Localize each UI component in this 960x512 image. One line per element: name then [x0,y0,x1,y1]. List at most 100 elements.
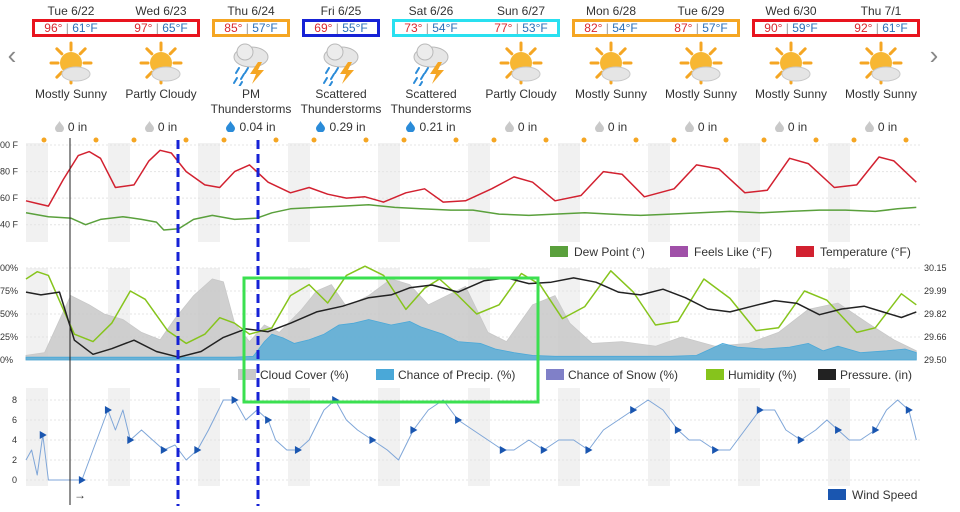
wind-direction-marker [712,446,720,454]
wind-direction-marker [756,406,764,414]
y-tick-label: 0 [12,475,17,485]
temperature-line [25,149,917,207]
day-date: Tue 6/22 [47,4,95,18]
sunrise-marker [131,137,137,143]
day-forecast[interactable]: Thu 6/24 85° | 57°F PM Thunderstorms 0.04 in [206,0,296,146]
raindrop-icon [144,121,154,132]
precip-amount: 0 in [697,120,718,134]
day-forecast[interactable]: Sun 6/27 77° | 53°F Partly Cloudy 0 in [476,0,566,146]
night-band [26,388,48,486]
wind-direction-marker [499,446,507,454]
day-precip: 0 in [116,120,206,134]
day-date: Wed 6/30 [765,4,817,18]
wind-direction-marker [585,446,593,454]
day-temperatures: 87° | 57°F [674,21,728,35]
thunderstorm-icon [233,43,269,86]
night-band [738,388,760,486]
sunrise-marker [311,137,317,143]
day-condition: Mostly Sunny [26,87,116,102]
day-date: Sun 6/27 [496,4,546,18]
day-precip: 0 in [656,120,746,134]
thunderstorm-icon [323,43,359,86]
day-temperatures: 96° | 61°F [44,21,98,35]
wind-direction-marker [265,416,273,424]
high-temp: 90° [764,21,783,35]
wind-direction-marker [630,406,638,414]
day-temperatures: 92° | 61°F [854,21,908,35]
day-date: Thu 6/24 [227,4,275,18]
sunset-marker [93,137,99,143]
precip-amount: 0 in [787,120,808,134]
wind-direction-marker [294,446,302,454]
high-temp: 96° [44,21,63,35]
day-forecast[interactable]: Wed 6/23 97° | 65°F Partly Cloudy 0 in [116,0,206,146]
sunset-marker [183,137,189,143]
sun-icon [499,41,543,85]
sun-icon [589,41,633,85]
legend-label: Dew Point (°) [574,245,645,259]
sunset-marker [273,137,279,143]
wind-direction-marker [231,396,239,404]
day-forecast[interactable]: Fri 6/25 69° | 55°F Scattered Thunderstorms… [296,0,386,146]
wind-direction-marker [835,426,843,434]
legend-label: Cloud Cover (%) [260,368,349,382]
raindrop-icon [504,121,514,132]
day-precip: 0.21 in [386,120,476,134]
day-date: Mon 6/28 [585,4,637,18]
day-forecast[interactable]: Sat 6/26 73° | 54°F Scattered Thunderstorms… [386,0,476,146]
prev-arrow-icon[interactable]: ‹ [7,40,17,70]
precip-amount: 0 in [607,120,628,134]
day-forecast[interactable]: Wed 6/30 90° | 59°F Mostly Sunny 0 in [746,0,836,146]
day-forecast[interactable]: Tue 6/22 96° | 61°F Mostly Sunny 0 in [26,0,116,146]
day-condition: PM Thunderstorms [206,87,296,117]
wind-direction-marker [674,426,682,434]
day-forecast[interactable]: Thu 7/1 92° | 61°F Mostly Sunny 0 in [836,0,926,146]
condition-line: Partly Cloudy [125,87,197,101]
low-temp: 53°F [522,21,548,35]
day-temperatures: 77° | 53°F [494,21,548,35]
condition-line: Thunderstorms [210,102,292,116]
condition-line: Mostly Sunny [844,87,918,101]
night-band [468,388,490,486]
legend-swatch [238,369,256,380]
night-band [26,268,48,360]
night-band [378,388,400,486]
sunset-marker [633,137,639,143]
legend-label: Temperature (°F) [820,245,911,259]
day-condition: Mostly Sunny [566,87,656,102]
condition-line: Mostly Sunny [574,87,648,101]
raindrop-icon [316,121,326,132]
day-date: Thu 7/1 [860,4,902,18]
low-temp: 57°F [252,21,278,35]
precip-amount: 0.29 in [329,120,366,134]
raindrop-icon [774,121,784,132]
legend-swatch [828,489,846,500]
sun-icon [679,41,723,85]
night-band [558,388,580,486]
y2-tick-label: 29.82 [924,309,947,319]
sunset-marker [813,137,819,143]
day-date: Tue 6/29 [677,4,725,18]
y-tick-label: 6 [12,415,17,425]
y-tick-label: 25% [0,332,18,342]
night-band [288,143,310,242]
day-temperatures: 90° | 59°F [764,21,818,35]
low-temp: 61°F [72,21,98,35]
temperature-highlight-box [212,19,290,37]
humidity-line [25,265,917,345]
day-precip: 0 in [566,120,656,134]
day-condition: Mostly Sunny [836,87,926,102]
sunrise-marker [581,137,587,143]
legend-swatch [706,369,724,380]
y-tick-label: 50% [0,309,18,319]
night-band [26,143,48,242]
sun-icon [769,41,813,85]
day-forecast[interactable]: Mon 6/28 82° | 54°F Mostly Sunny 0 in [566,0,656,146]
sunset-marker [453,137,459,143]
dew-point-line [25,204,917,231]
y-tick-label: 80 F [0,167,19,177]
y-tick-label: 8 [12,395,17,405]
y2-tick-label: 29.50 [924,355,947,365]
day-forecast[interactable]: Tue 6/29 87° | 57°F Mostly Sunny 0 in [656,0,746,146]
next-arrow-icon[interactable]: › [929,40,939,70]
